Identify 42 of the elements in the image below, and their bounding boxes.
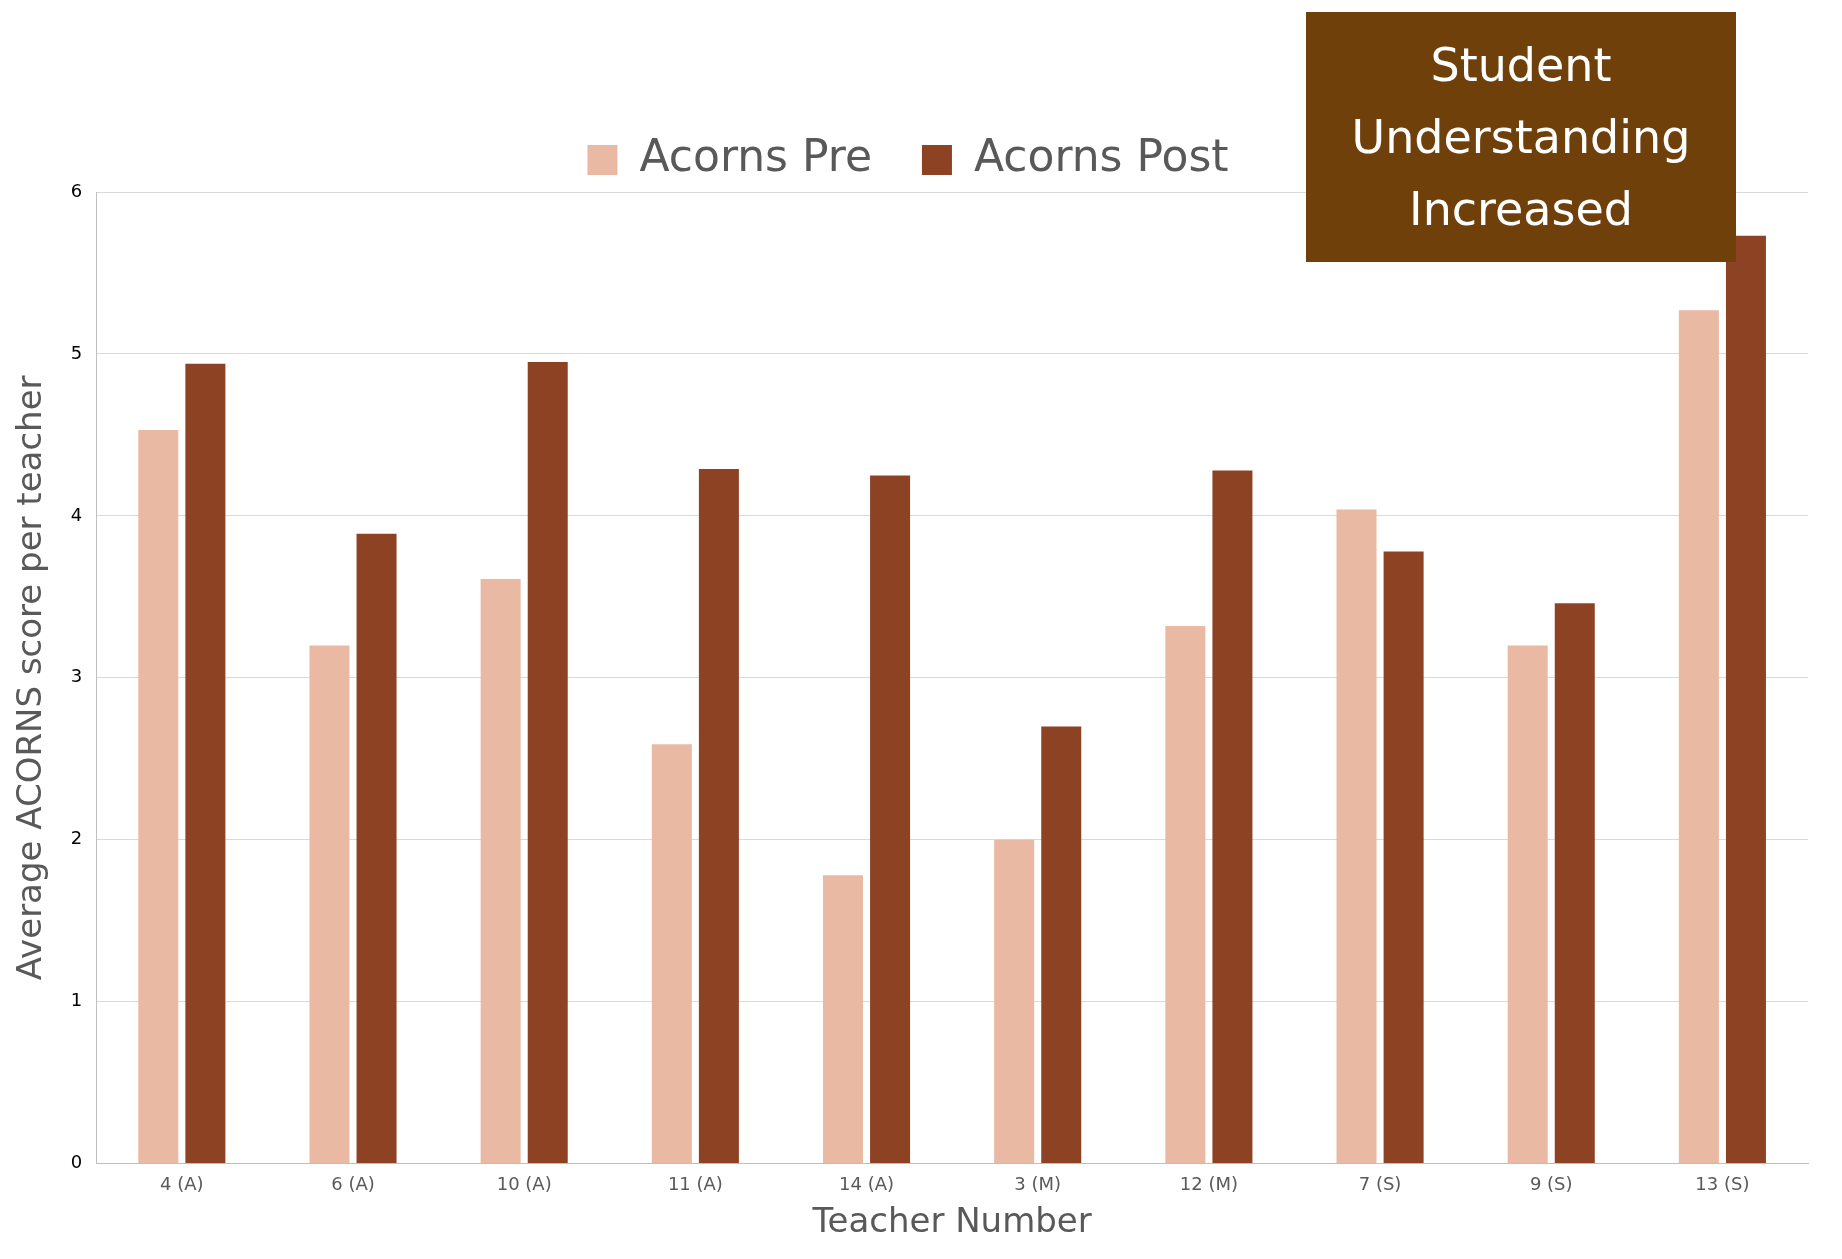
y-tick-label: 5	[70, 341, 83, 363]
y-tick-label: 2	[70, 827, 83, 849]
bar	[309, 645, 350, 1164]
x-tick-label: 11 (A)	[667, 1173, 723, 1195]
bar	[1725, 235, 1766, 1164]
bar	[994, 839, 1035, 1164]
bar	[1165, 625, 1206, 1164]
x-tick-label: 6 (A)	[331, 1173, 375, 1195]
legend-label: Acorns Pre	[639, 130, 872, 182]
x-tick-label: 12 (M)	[1179, 1173, 1238, 1195]
bar	[185, 363, 226, 1164]
x-tick-label: 7 (S)	[1358, 1173, 1402, 1195]
x-tick-label: 10 (A)	[496, 1173, 552, 1195]
bar	[1041, 726, 1082, 1164]
bar	[823, 875, 864, 1164]
bar	[1678, 310, 1719, 1164]
x-tick-label: 14 (A)	[839, 1173, 895, 1195]
bar	[1212, 470, 1253, 1164]
y-tick-label: 6	[70, 179, 83, 201]
bar	[698, 468, 739, 1164]
y-tick-label: 3	[70, 665, 83, 687]
bar	[138, 430, 179, 1164]
x-tick-label: 4 (A)	[160, 1173, 204, 1195]
bar	[356, 533, 397, 1164]
x-tick-label: 9 (S)	[1529, 1173, 1573, 1195]
legend-label: Acorns Post	[973, 130, 1229, 182]
y-tick-label: 1	[70, 989, 83, 1011]
x-tick-label: 3 (M)	[1014, 1173, 1062, 1195]
bar	[1507, 645, 1548, 1164]
bar	[480, 579, 521, 1164]
y-axis-title: Average ACORNS score per teacher	[9, 375, 50, 981]
bar	[1336, 509, 1377, 1164]
x-axis-title: Teacher Number	[811, 1200, 1092, 1241]
x-tick-label: 13 (S)	[1695, 1173, 1750, 1195]
y-tick-label: 0	[70, 1151, 83, 1173]
bar	[1554, 603, 1595, 1164]
annotation: Student Understanding Increased	[1306, 12, 1736, 262]
bar	[870, 475, 911, 1164]
bar	[527, 362, 568, 1164]
bar	[651, 744, 692, 1164]
bar	[1383, 551, 1424, 1164]
y-tick-label: 4	[70, 503, 83, 525]
